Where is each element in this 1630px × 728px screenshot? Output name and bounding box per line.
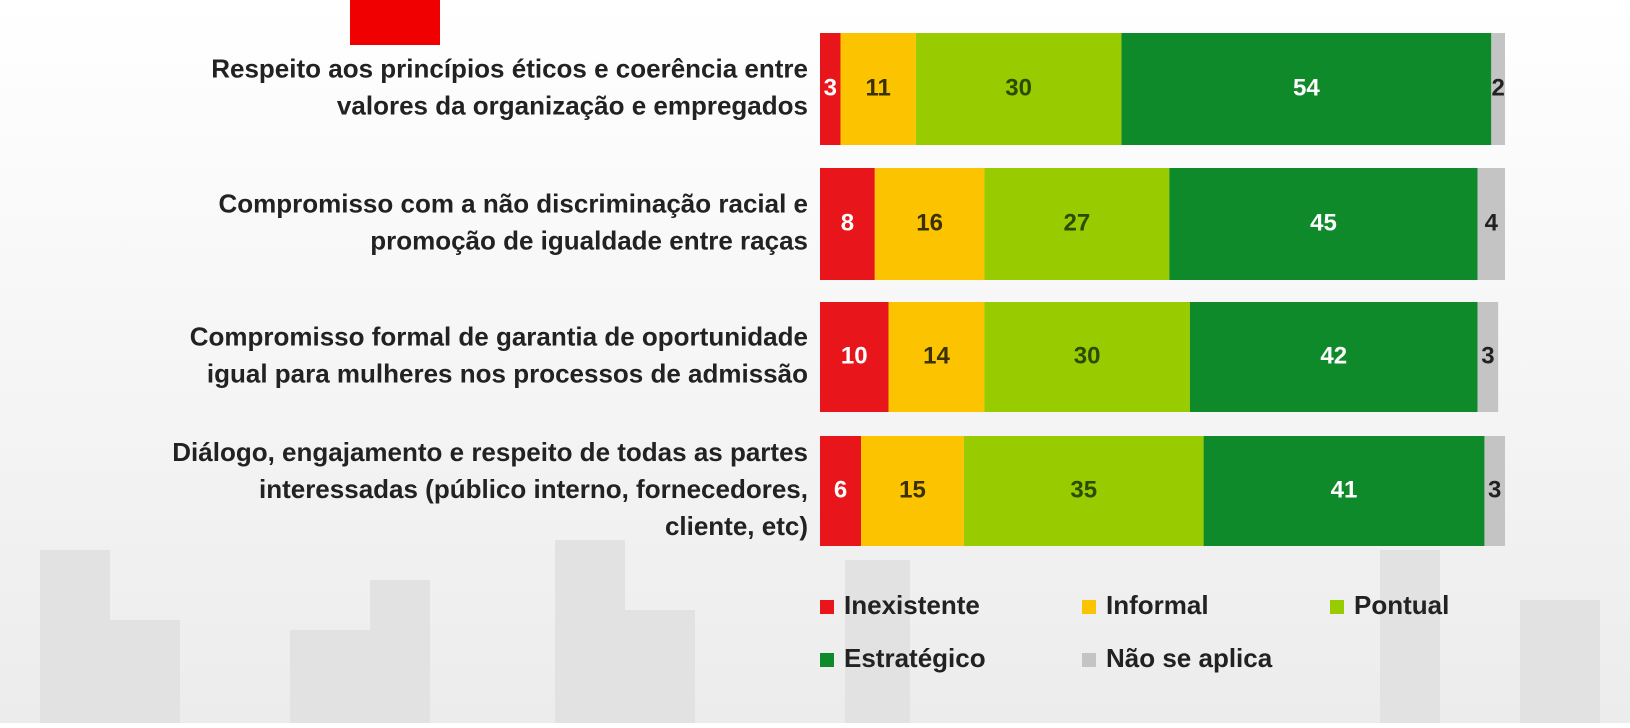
bar-segment xyxy=(915,33,1122,145)
category-label: cliente, etc) xyxy=(665,511,808,541)
arrow-shape xyxy=(350,0,440,45)
bar-segment xyxy=(820,33,841,145)
category-label: promoção de igualdade entre raças xyxy=(370,225,808,255)
legend-label: Inexistente xyxy=(844,590,980,620)
value-label: 8 xyxy=(841,209,854,236)
value-label: 3 xyxy=(824,74,837,101)
value-label: 10 xyxy=(841,342,868,369)
bar-segment xyxy=(984,168,1170,280)
bar-segment xyxy=(963,436,1204,546)
category-label: Compromisso formal de garantia de oportu… xyxy=(190,321,808,351)
bar-segment xyxy=(820,302,889,412)
legend-label: Não se aplica xyxy=(1106,643,1273,673)
bar-segment xyxy=(984,302,1190,412)
value-label: 54 xyxy=(1293,74,1320,101)
value-label: 45 xyxy=(1310,209,1337,236)
value-label: 3 xyxy=(1481,342,1494,369)
value-label: 3 xyxy=(1488,476,1501,503)
value-label: 41 xyxy=(1331,476,1358,503)
value-label: 11 xyxy=(866,74,891,101)
bar-segment xyxy=(1484,436,1505,546)
bar-segment xyxy=(1491,33,1505,145)
bar-segment xyxy=(820,168,875,280)
value-label: 4 xyxy=(1485,209,1499,236)
bar-segment xyxy=(1477,302,1499,412)
bar-segment xyxy=(1189,302,1478,412)
value-label: 30 xyxy=(1074,342,1101,369)
legend-label: Informal xyxy=(1106,590,1209,620)
value-label: 35 xyxy=(1070,476,1097,503)
bar-segment xyxy=(1169,168,1478,280)
category-label: Diálogo, engajamento e respeito de todas… xyxy=(172,437,808,467)
bar-segment xyxy=(888,302,985,412)
category-label: igual para mulheres nos processos de adm… xyxy=(207,358,808,388)
bar-segment xyxy=(861,436,964,546)
bar-segment xyxy=(1121,33,1492,145)
category-label: interessadas (público interno, fornecedo… xyxy=(259,474,808,504)
legend-swatch xyxy=(1082,653,1096,667)
value-label: 14 xyxy=(923,342,950,369)
value-label: 30 xyxy=(1005,74,1032,101)
bar-segment xyxy=(820,436,862,546)
category-label: Respeito aos princípios éticos e coerênc… xyxy=(211,53,808,83)
category-label: Compromisso com a não discriminação raci… xyxy=(218,188,808,218)
building-silhouettes xyxy=(40,540,1600,723)
value-label: 42 xyxy=(1320,342,1347,369)
value-label: 2 xyxy=(1491,74,1504,101)
legend-swatch xyxy=(820,653,834,667)
bar-segment xyxy=(874,168,985,280)
bar-segment xyxy=(1203,436,1485,546)
value-label: 16 xyxy=(916,209,943,236)
legend-swatch xyxy=(820,600,834,614)
legend-swatch xyxy=(1082,600,1096,614)
legend-label: Estratégico xyxy=(844,643,986,673)
bar-segment xyxy=(840,33,916,145)
legend-swatch xyxy=(1330,600,1344,614)
value-label: 27 xyxy=(1064,209,1091,236)
bar-segment xyxy=(1477,168,1505,280)
value-label: 15 xyxy=(899,476,926,503)
value-label: 6 xyxy=(834,476,847,503)
category-label: valores da organização e empregados xyxy=(337,90,808,120)
legend-label: Pontual xyxy=(1354,590,1449,620)
